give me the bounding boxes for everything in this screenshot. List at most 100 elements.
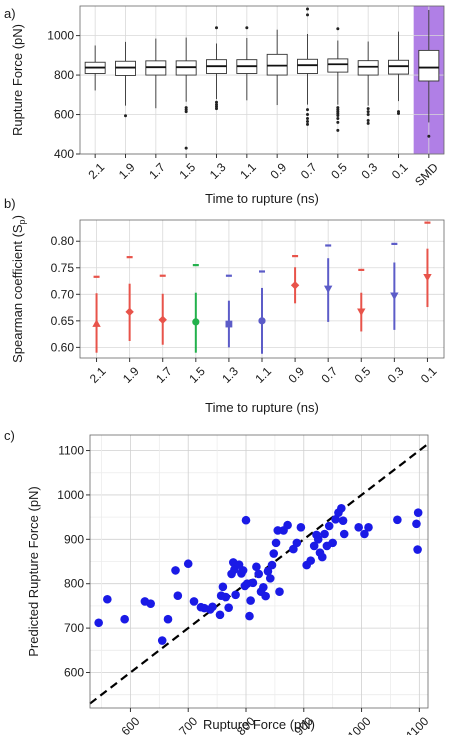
c-x-tick-label: 1100	[403, 714, 431, 735]
a-x-tick-label: 1.9	[116, 160, 138, 182]
a-y-tick-label: 1000	[47, 29, 74, 43]
b-x-tick-label: 1.1	[252, 364, 274, 386]
b-x-tick-label: 1.5	[186, 364, 208, 386]
a-outlier	[184, 110, 188, 114]
a-y-tick-label: 600	[54, 108, 74, 122]
b-x-tick-label: 0.9	[285, 364, 307, 386]
c-scatter-point	[218, 582, 228, 592]
a-outlier	[427, 134, 431, 138]
a-box	[357, 60, 379, 76]
c-scatter-point	[146, 599, 155, 608]
a-x-tick-label: SMD	[412, 160, 441, 189]
a-outlier	[306, 108, 309, 112]
b-y-tick-label: 0.75	[51, 261, 75, 275]
c-scatter-point	[309, 541, 319, 551]
b-y-tick-label: 0.65	[51, 314, 75, 328]
a-box	[388, 59, 409, 75]
a-outlier	[306, 122, 309, 126]
b-x-tick-label: 0.3	[385, 364, 407, 386]
c-scatter-point	[246, 596, 255, 605]
c-scatter-point	[283, 520, 292, 530]
a-outlier	[336, 128, 340, 132]
a-x-tick-label: 1.5	[177, 160, 199, 182]
b-x-tick-label: 1.3	[219, 364, 241, 386]
c-scatter-point	[328, 538, 337, 548]
a-x-tick-label: 0.3	[359, 160, 381, 182]
c-scatter-point	[412, 519, 421, 529]
a-x-tick-label: 2.1	[86, 160, 108, 182]
b-mean-point	[290, 281, 300, 290]
panel-a-y-axis-label: Rupture Force (pN)	[10, 24, 25, 136]
panel-b-y-axis-label: Spearman coefficient (Sp)	[10, 215, 27, 363]
a-outlier	[245, 26, 249, 30]
b-x-tick-label: 0.7	[319, 364, 341, 386]
c-scatter-point	[296, 523, 306, 532]
c-scatter-point	[331, 515, 340, 524]
c-scatter-point	[215, 610, 225, 620]
a-outlier	[366, 118, 370, 122]
b-mean-point	[125, 307, 134, 317]
c-y-tick-label: 800	[64, 577, 84, 591]
b-mean-point	[225, 320, 233, 328]
a-outlier	[336, 27, 340, 31]
c-scatter-point	[271, 538, 281, 548]
c-scatter-point	[265, 574, 275, 583]
b-x-tick-label: 1.7	[153, 364, 175, 386]
b-mean-point	[192, 318, 200, 326]
panel-b-y-axis-label-close: )	[10, 215, 25, 219]
c-scatter-point	[224, 603, 233, 612]
b-x-tick-label: 0.1	[418, 364, 440, 386]
a-outlier	[336, 116, 340, 120]
c-scatter-point	[275, 587, 284, 596]
c-scatter-point	[252, 562, 261, 572]
a-outlier	[215, 26, 218, 30]
b-x-tick-label: 2.1	[87, 364, 109, 386]
c-y-tick-label: 600	[64, 665, 84, 679]
a-x-tick-label: 0.9	[268, 160, 290, 182]
a-x-tick-label: 0.1	[389, 160, 411, 182]
c-scatter-point	[248, 578, 258, 588]
a-outlier	[306, 116, 309, 120]
c-scatter-point	[241, 515, 251, 525]
a-outlier	[336, 114, 340, 118]
c-scatter-point	[338, 516, 348, 525]
panel-b-errorbar: 0.60 0.65 0.70 0.75 0.80 2.1 1.9 1.7 1.5 1.3 1.1 0…	[10, 215, 445, 415]
a-outlier	[397, 112, 400, 116]
c-y-tick-label: 1000	[57, 488, 84, 502]
a-outlier	[215, 107, 218, 111]
a-y-tick-label: 400	[54, 147, 74, 161]
a-outlier	[306, 7, 309, 11]
panel-b-x-axis-label: Time to rupture (ns)	[205, 400, 319, 415]
c-x-tick-label: 700	[176, 714, 200, 735]
b-y-tick-label: 0.80	[51, 234, 75, 248]
c-scatter-point	[263, 566, 273, 576]
c-scatter-point	[221, 592, 231, 602]
c-scatter-point	[173, 591, 183, 600]
c-x-tick-label: 1000	[345, 714, 374, 735]
c-scatter-point	[120, 614, 129, 624]
b-x-tick-label: 1.9	[120, 364, 142, 386]
a-outlier	[336, 120, 340, 124]
a-outlier	[306, 113, 309, 117]
c-scatter-point	[259, 582, 268, 592]
panel-b-label: b)	[4, 196, 16, 211]
c-scatter-point	[94, 618, 103, 628]
b-mean-point	[390, 292, 399, 301]
a-outlier	[124, 114, 127, 118]
c-scatter-point	[183, 559, 193, 569]
a-outlier	[184, 146, 188, 150]
c-scatter-point	[103, 594, 112, 604]
c-scatter-point	[238, 566, 248, 575]
a-outlier	[366, 121, 370, 125]
panel-a-frame	[79, 5, 445, 155]
panel-c-x-axis-label: Rupture Force (pN)	[203, 717, 315, 732]
a-outlier	[366, 110, 370, 114]
c-scatter-point	[267, 560, 277, 570]
b-x-tick-label: 0.5	[352, 364, 374, 386]
c-y-tick-label: 900	[64, 532, 84, 546]
panel-b-y-axis-label-main: Spearman coefficient (S	[10, 224, 25, 363]
b-mean-point	[423, 273, 432, 282]
c-scatter-point	[360, 529, 369, 539]
b-mean-point	[357, 308, 366, 317]
